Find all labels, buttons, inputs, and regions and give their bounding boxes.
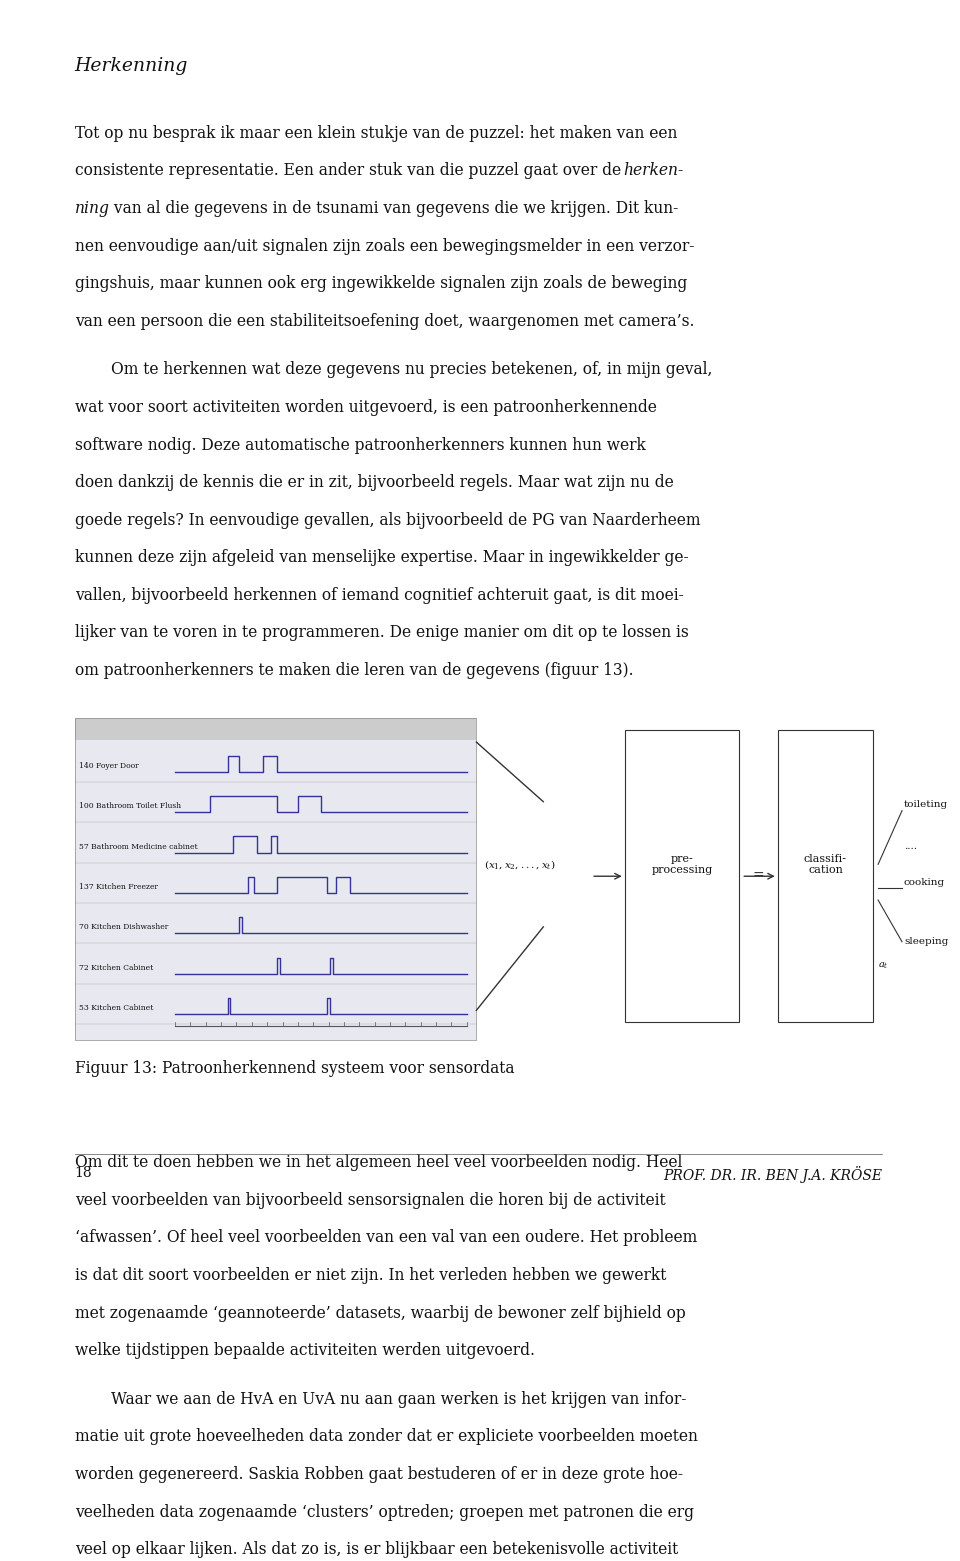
Text: lijker van te voren in te programmeren. De enige manier om dit op te lossen is: lijker van te voren in te programmeren. … (75, 624, 688, 642)
Text: goede regels? In eenvoudige gevallen, als bijvoorbeeld de PG van Naarderheem: goede regels? In eenvoudige gevallen, al… (75, 512, 700, 529)
Text: software nodig. Deze automatische patroonherkenners kunnen hun werk: software nodig. Deze automatische patroo… (75, 437, 645, 454)
Text: ‘afwassen’. Of heel veel voorbeelden van een val van een oudere. Het probleem: ‘afwassen’. Of heel veel voorbeelden van… (75, 1230, 697, 1246)
Text: toileting: toileting (904, 801, 948, 809)
Text: veel voorbeelden van bijvoorbeeld sensorsignalen die horen bij de activiteit: veel voorbeelden van bijvoorbeeld sensor… (75, 1193, 665, 1208)
Text: om patroonherkenners te maken die leren van de gegevens (figuur 13).: om patroonherkenners te maken die leren … (75, 662, 634, 679)
Text: van al die gegevens in de tsunami van gegevens die we krijgen. Dit kun-: van al die gegevens in de tsunami van ge… (109, 200, 679, 217)
Text: van een persoon die een stabiliteitsoefening doet, waargenomen met camera’s.: van een persoon die een stabiliteitsoefe… (75, 312, 694, 329)
Text: Figuur 13: Patroonherkennend systeem voor sensordata: Figuur 13: Patroonherkennend systeem voo… (75, 1060, 515, 1077)
Bar (75, 718, 476, 740)
Text: Om dit te doen hebben we in het algemeen heel veel voorbeelden nodig. Heel: Om dit te doen hebben we in het algemeen… (75, 1154, 682, 1171)
Text: 137 Kitchen Freezer: 137 Kitchen Freezer (80, 884, 158, 891)
Text: =: = (753, 869, 764, 884)
Text: worden gegenereerd. Saskia Robben gaat bestuderen of er in deze grote hoe-: worden gegenereerd. Saskia Robben gaat b… (75, 1466, 683, 1483)
Text: matie uit grote hoeveelheden data zonder dat er expliciete voorbeelden moeten: matie uit grote hoeveelheden data zonder… (75, 1428, 698, 1445)
Text: pre-
processing: pre- processing (652, 854, 712, 876)
Text: 57 Bathroom Medicine cabinet: 57 Bathroom Medicine cabinet (80, 843, 198, 851)
Text: veelheden data zogenaamde ‘clusters’ optreden; groepen met patronen die erg: veelheden data zogenaamde ‘clusters’ opt… (75, 1503, 694, 1520)
Text: 18: 18 (75, 1166, 92, 1180)
Text: nen eenvoudige aan/uit signalen zijn zoals een bewegingsmelder in een verzor-: nen eenvoudige aan/uit signalen zijn zoa… (75, 237, 694, 254)
Text: consistente representatie. Een ander stuk van die puzzel gaat over de: consistente representatie. Een ander stu… (75, 162, 626, 180)
Text: is dat dit soort voorbeelden er niet zijn. In het verleden hebben we gewerkt: is dat dit soort voorbeelden er niet zij… (75, 1268, 666, 1285)
Text: Om te herkennen wat deze gegevens nu precies betekenen, of, in mijn geval,: Om te herkennen wat deze gegevens nu pre… (111, 362, 712, 378)
Text: classifi-
cation: classifi- cation (804, 854, 847, 876)
Text: herken-: herken- (624, 162, 684, 180)
Bar (75, 740, 476, 1040)
Text: ....: .... (904, 841, 917, 851)
Text: gingshuis, maar kunnen ook erg ingewikkelde signalen zijn zoals de beweging: gingshuis, maar kunnen ook erg ingewikke… (75, 275, 686, 292)
Text: Tot op nu besprak ik maar een klein stukje van de puzzel: het maken van een: Tot op nu besprak ik maar een klein stuk… (75, 125, 677, 142)
Text: welke tijdstippen bepaalde activiteiten werden uitgevoerd.: welke tijdstippen bepaalde activiteiten … (75, 1342, 535, 1360)
Text: 140 Foyer Door: 140 Foyer Door (80, 762, 139, 770)
Text: Herkenning: Herkenning (75, 58, 188, 75)
Text: PROF. DR. IR. BEN J.A. KRÖSE: PROF. DR. IR. BEN J.A. KRÖSE (663, 1166, 882, 1183)
Bar (625, 731, 739, 1022)
Text: met zogenaamde ‘geannoteerde’ datasets, waarbij de bewoner zelf bijhield op: met zogenaamde ‘geannoteerde’ datasets, … (75, 1305, 685, 1322)
Text: 72 Kitchen Cabinet: 72 Kitchen Cabinet (80, 963, 154, 971)
Text: kunnen deze zijn afgeleid van menselijke expertise. Maar in ingewikkelder ge-: kunnen deze zijn afgeleid van menselijke… (75, 549, 688, 567)
Text: vallen, bijvoorbeeld herkennen of iemand cognitief achteruit gaat, is dit moei-: vallen, bijvoorbeeld herkennen of iemand… (75, 587, 684, 604)
Text: ning: ning (75, 200, 109, 217)
Text: doen dankzij de kennis die er in zit, bijvoorbeeld regels. Maar wat zijn nu de: doen dankzij de kennis die er in zit, bi… (75, 475, 673, 492)
Text: 100 Bathroom Toilet Flush: 100 Bathroom Toilet Flush (80, 802, 181, 810)
Text: veel op elkaar lijken. Als dat zo is, is er blijkbaar een betekenisvolle activit: veel op elkaar lijken. Als dat zo is, is… (75, 1541, 678, 1558)
Text: 53 Kitchen Cabinet: 53 Kitchen Cabinet (80, 1004, 154, 1012)
Text: wat voor soort activiteiten worden uitgevoerd, is een patroonherkennende: wat voor soort activiteiten worden uitge… (75, 400, 657, 415)
Text: cooking: cooking (904, 877, 945, 887)
Text: $a_t$: $a_t$ (878, 960, 889, 971)
Text: Waar we aan de HvA en UvA nu aan gaan werken is het krijgen van infor-: Waar we aan de HvA en UvA nu aan gaan we… (111, 1391, 686, 1408)
Text: $(x_1, x_2, ..., x_t)$: $(x_1, x_2, ..., x_t)$ (484, 859, 555, 871)
Text: 70 Kitchen Dishwasher: 70 Kitchen Dishwasher (80, 923, 169, 932)
Bar (75, 718, 476, 1040)
Text: sleeping: sleeping (904, 937, 948, 946)
Bar (778, 731, 874, 1022)
